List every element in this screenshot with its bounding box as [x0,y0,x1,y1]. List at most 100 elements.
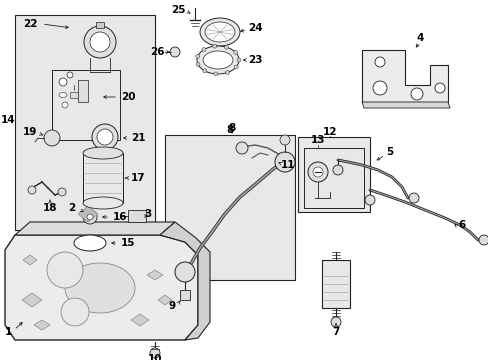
Text: 24: 24 [247,23,262,33]
Circle shape [233,50,237,54]
Circle shape [97,129,113,145]
Circle shape [224,45,228,49]
Text: 8: 8 [226,125,233,135]
Bar [180,290,190,300]
Bar [164,135,294,280]
Bar [52,70,120,140]
Circle shape [58,188,66,196]
Circle shape [83,210,97,224]
Text: 26: 26 [149,47,164,57]
Circle shape [225,71,229,75]
Text: 20: 20 [121,92,135,102]
Polygon shape [5,235,198,340]
Text: 14: 14 [0,115,15,125]
Circle shape [59,78,67,86]
Bar [304,148,363,208]
Text: 6: 6 [457,220,465,230]
Circle shape [434,83,444,93]
Circle shape [212,44,216,48]
Polygon shape [22,293,42,307]
Text: 25: 25 [170,5,185,15]
Text: 10: 10 [147,354,162,360]
Circle shape [234,65,238,69]
Text: 18: 18 [42,203,57,213]
Bar [297,137,369,212]
Circle shape [62,102,68,108]
Circle shape [202,48,205,51]
Circle shape [92,124,118,150]
Circle shape [312,167,323,177]
Polygon shape [361,102,449,108]
Bar [70,92,78,98]
Circle shape [408,193,418,203]
Circle shape [44,130,60,146]
Bar [15,15,155,230]
Ellipse shape [59,93,67,98]
Text: 4: 4 [415,33,423,43]
Circle shape [28,186,36,194]
Bar [128,210,146,222]
Circle shape [372,81,386,95]
Circle shape [236,142,247,154]
Circle shape [478,235,488,245]
Text: 12: 12 [322,127,337,137]
Polygon shape [23,255,37,265]
Text: 16: 16 [113,212,127,222]
Ellipse shape [203,51,232,69]
Text: 8: 8 [228,123,235,133]
Circle shape [374,57,384,67]
Circle shape [67,72,73,78]
Polygon shape [131,314,149,326]
Text: 19: 19 [23,127,37,137]
Bar [83,153,123,203]
Circle shape [47,252,83,288]
Text: 1: 1 [4,327,12,337]
Bar [78,80,88,102]
Text: 13: 13 [310,135,325,145]
Polygon shape [78,206,98,222]
Polygon shape [34,320,50,330]
Polygon shape [160,222,209,340]
Ellipse shape [204,22,235,42]
Circle shape [332,165,342,175]
Text: 2: 2 [68,203,76,213]
Text: 5: 5 [386,147,393,157]
Ellipse shape [65,263,135,313]
Circle shape [274,152,294,172]
Polygon shape [147,270,163,280]
Text: 22: 22 [23,19,37,29]
Bar [321,260,349,308]
Circle shape [170,47,180,57]
Circle shape [237,58,241,62]
Circle shape [175,262,195,282]
Circle shape [203,69,206,73]
Polygon shape [15,222,175,235]
Circle shape [87,214,93,220]
Polygon shape [361,50,447,102]
Circle shape [213,72,217,76]
Ellipse shape [83,197,123,209]
Text: 17: 17 [130,173,145,183]
Circle shape [364,195,374,205]
Text: 15: 15 [121,238,135,248]
Circle shape [61,298,89,326]
Circle shape [84,26,116,58]
Circle shape [330,317,340,327]
Polygon shape [158,295,172,305]
Circle shape [410,88,422,100]
Text: 9: 9 [168,301,175,311]
Text: 21: 21 [130,133,145,143]
Circle shape [196,62,200,66]
Ellipse shape [197,46,239,74]
Text: 11: 11 [280,160,295,170]
Text: 23: 23 [247,55,262,65]
Ellipse shape [74,235,106,251]
Bar [96,22,104,28]
Text: 3: 3 [144,209,151,219]
Ellipse shape [83,147,123,159]
Circle shape [280,135,289,145]
Text: 7: 7 [332,327,339,337]
Circle shape [307,162,327,182]
Circle shape [195,54,199,58]
Circle shape [150,348,160,358]
